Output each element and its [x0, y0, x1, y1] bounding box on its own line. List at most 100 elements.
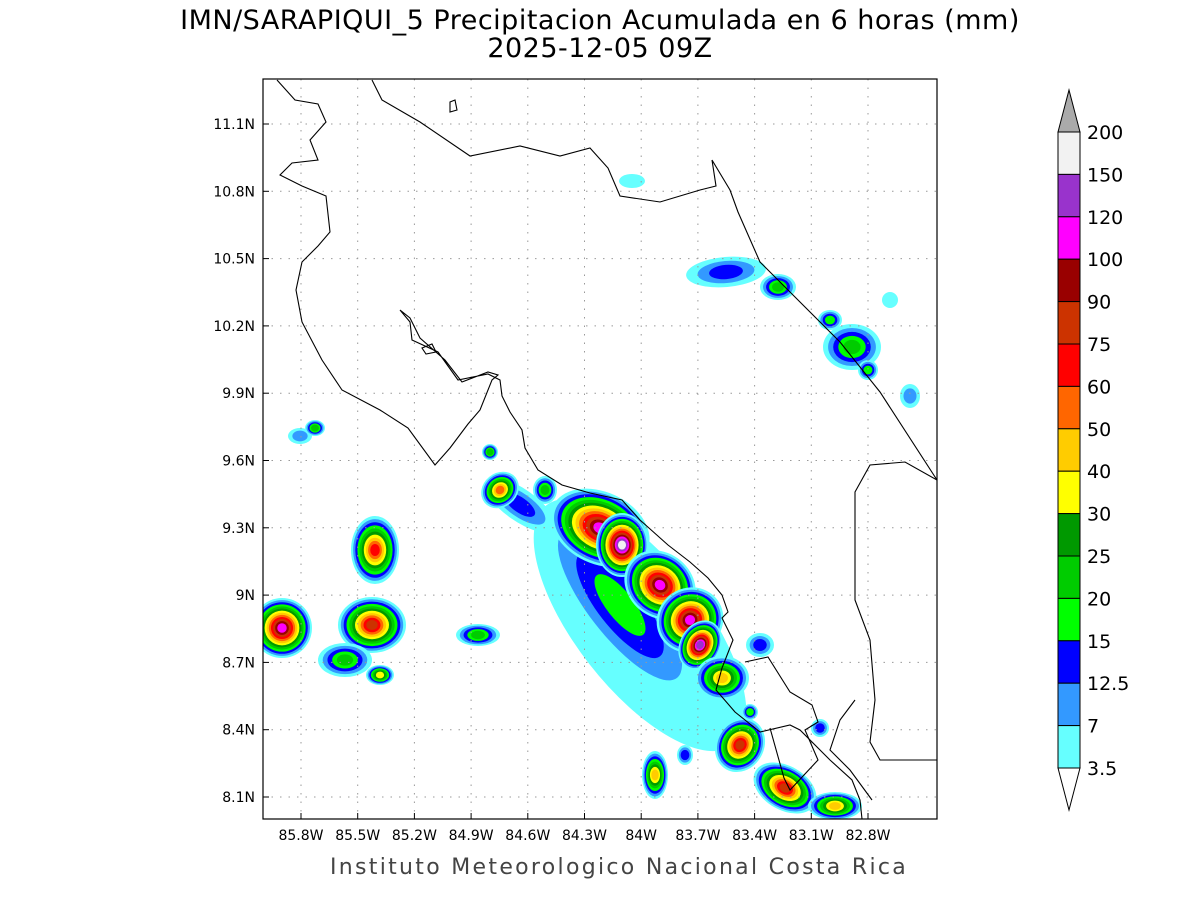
colorbar-swatch: [1057, 258, 1081, 303]
lon-tick-label: 84W: [625, 828, 657, 844]
precip-contour: [471, 630, 485, 640]
precip-contour: [651, 769, 659, 781]
latitude-labels: 11.1N 10.8N 10.5N 10.2N 9.9N 9.6N 9.3N 9N 8.7N 8.…: [213, 117, 255, 806]
colorbar-swatch: [1057, 640, 1081, 684]
precip-contour: [684, 615, 696, 625]
lon-tick-label: 85.8W: [278, 828, 323, 844]
precip-contour: [366, 620, 378, 630]
graticule: [263, 79, 937, 819]
lon-tick-label: 85.5W: [335, 828, 380, 844]
lon-tick-label: 84.3W: [562, 828, 607, 844]
longitude-labels: 85.8W 85.5W 85.2W 84.9W 84.6W 84.3W 84W 83.7W 83…: [278, 828, 890, 844]
lat-tick-label: 9N: [236, 588, 255, 604]
lon-tick-label: 85.2W: [392, 828, 437, 844]
colorbar-swatch: [1057, 725, 1081, 769]
lat-tick-label: 10.8N: [213, 184, 255, 200]
precip-contour: [540, 485, 550, 495]
precip-contour: [746, 708, 754, 716]
colorbar-label: 200: [1087, 122, 1123, 144]
precip-contour: [824, 315, 836, 325]
lon-tick-label: 83.4W: [732, 828, 777, 844]
precip-contour: [311, 424, 319, 432]
colorbar-swatch: [1057, 301, 1081, 345]
lat-tick-label: 10.5N: [213, 252, 255, 268]
precip-contour: [863, 365, 873, 375]
pacific-coastline: [276, 79, 863, 819]
precip-contour: [370, 543, 380, 557]
precip-contour: [772, 282, 784, 292]
precip-contour: [375, 671, 385, 679]
lat-tick-label: 11.1N: [213, 117, 255, 133]
lat-tick-label: 9.3N: [222, 521, 255, 537]
map-title: IMN/SARAPIQUI_5 Precipitacion Acumulada …: [180, 5, 1020, 36]
colorbar-swatch: [1057, 682, 1081, 727]
lat-tick-label: 8.4N: [222, 723, 255, 739]
colorbar-swatch: [1057, 216, 1081, 260]
precip-contour: [594, 574, 646, 636]
precip-contour: [903, 388, 917, 404]
colorbar-swatch: [1057, 131, 1081, 175]
map-frame: [262, 78, 938, 820]
precip-contour: [654, 579, 666, 591]
precip-contour: [619, 174, 645, 188]
lake-island: [449, 99, 458, 113]
colorbar-label: 12.5: [1087, 673, 1129, 695]
colorbar-over-arrow: [1057, 88, 1081, 133]
lon-tick-label: 84.9W: [449, 828, 494, 844]
lat-tick-label: 8.1N: [222, 790, 255, 806]
lon-tick-label: 82.8W: [845, 828, 890, 844]
map-valid-time: 2025-12-05 09Z: [487, 33, 713, 64]
lat-tick-label: 10.2N: [213, 319, 255, 335]
colorbar-swatch: [1057, 385, 1081, 430]
lat-tick-label: 9.9N: [222, 386, 255, 402]
lat-tick-label: 9.6N: [222, 454, 255, 470]
colorbar-label: 3.5: [1087, 758, 1117, 780]
precip-contour: [336, 654, 354, 666]
coastlines-borders: [276, 79, 937, 819]
colorbar-label: 60: [1087, 376, 1111, 398]
colorbar-label: 25: [1087, 546, 1111, 568]
colorbar-swatch: [1057, 470, 1081, 515]
colorbar-label: 150: [1087, 164, 1123, 186]
precip-contour: [815, 723, 825, 733]
colorbar-swatch: [1057, 513, 1081, 557]
costa-rica-panama-border: [744, 656, 819, 791]
caribbean-coastline: [371, 79, 937, 481]
colorbar-label: 90: [1087, 292, 1111, 314]
colorbar-swatch: [1057, 173, 1081, 218]
colorbar-swatch: [1057, 343, 1081, 387]
precip-contour: [735, 740, 745, 750]
colorbar-label: 15: [1087, 631, 1111, 653]
colorbar-label: 120: [1087, 207, 1123, 229]
colorbar-legend: 3.5 7 12.5 15 20 25 30 40 50 60 75 90 100 120 150 200: [1057, 88, 1129, 812]
bocas-coast: [829, 699, 873, 801]
nicoya-island: [421, 343, 437, 355]
precip-contour: [829, 802, 841, 810]
colorbar-label: 30: [1087, 504, 1111, 526]
panama-coast: [854, 461, 937, 761]
precip-contour: [292, 430, 308, 442]
precip-contour: [882, 292, 898, 308]
precipitation-field: [263, 174, 920, 819]
colorbar-label: 100: [1087, 249, 1123, 271]
lon-tick-label: 83.1W: [789, 828, 834, 844]
colorbar-label: 40: [1087, 461, 1111, 483]
colorbar-label: 20: [1087, 588, 1111, 610]
precip-contour: [696, 640, 704, 650]
precip-contour: [709, 264, 743, 280]
colorbar-swatch: [1057, 597, 1081, 642]
colorbar-swatch: [1057, 428, 1081, 472]
colorbar-label: 7: [1087, 716, 1099, 738]
precip-contour: [617, 540, 627, 550]
lon-tick-label: 84.6W: [505, 828, 550, 844]
colorbar-label: 75: [1087, 334, 1111, 356]
precip-contour: [486, 448, 494, 456]
precip-contour: [277, 623, 287, 633]
precip-contour: [753, 639, 767, 651]
lon-tick-label: 83.7W: [675, 828, 720, 844]
precip-contour: [843, 339, 861, 355]
precip-contour: [680, 749, 690, 761]
lat-tick-label: 8.7N: [222, 655, 255, 671]
colorbar-under-arrow: [1057, 767, 1081, 812]
